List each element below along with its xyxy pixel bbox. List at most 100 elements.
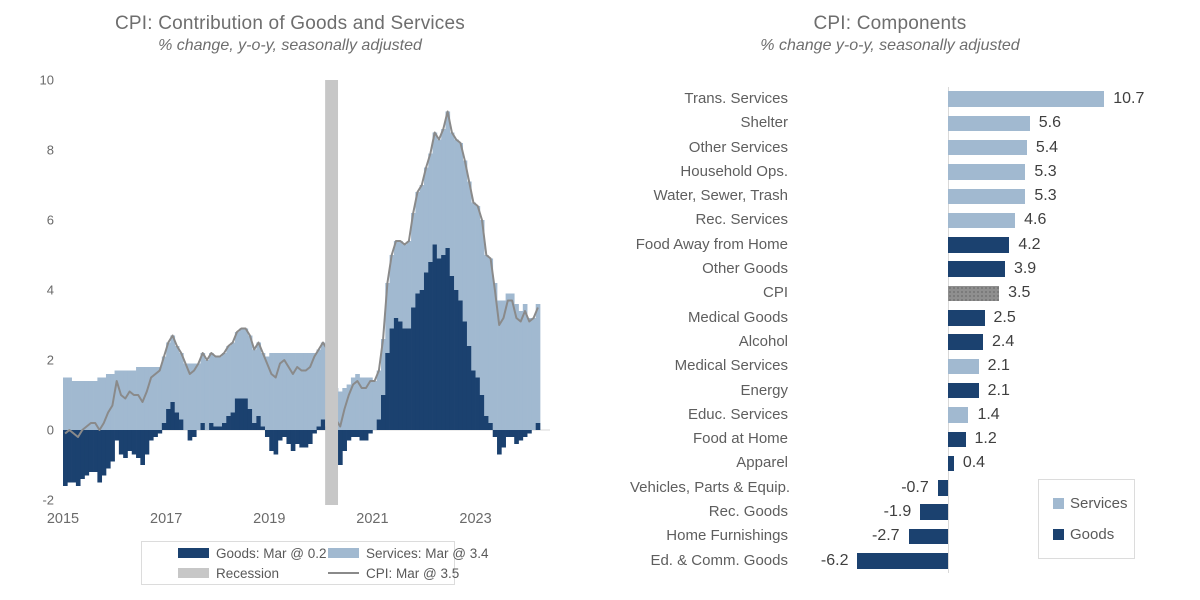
legend-label: Recession bbox=[216, 565, 280, 581]
category-label: Shelter bbox=[740, 114, 788, 132]
y-tick-label: 6 bbox=[47, 213, 54, 228]
bar-row: Rec. Services 4.6 bbox=[630, 208, 1190, 232]
goods-column bbox=[419, 290, 425, 430]
legend-label: Goods bbox=[1070, 526, 1115, 543]
goods-column bbox=[299, 430, 304, 448]
value-label: 3.9 bbox=[1013, 260, 1037, 278]
goods-column bbox=[247, 409, 253, 430]
category-label: Alcohol bbox=[738, 332, 788, 350]
services-column bbox=[454, 139, 459, 290]
services-column bbox=[484, 255, 489, 416]
services-bar bbox=[948, 91, 1105, 107]
goods-column bbox=[368, 430, 373, 434]
goods-bar bbox=[948, 237, 1010, 253]
bar-row: Medical Goods 2.5 bbox=[630, 306, 1190, 330]
services-column bbox=[269, 353, 274, 430]
goods-column bbox=[144, 430, 150, 455]
services-column bbox=[432, 132, 438, 245]
x-tick-label: 2021 bbox=[356, 511, 388, 527]
goods-column bbox=[131, 430, 137, 455]
goods-column bbox=[101, 430, 107, 476]
legend-item: Services: Mar @ 3.4 bbox=[328, 546, 489, 561]
goods-column bbox=[303, 430, 309, 448]
services-column bbox=[312, 353, 317, 430]
goods-column bbox=[286, 430, 292, 444]
value-label: 10.7 bbox=[1113, 90, 1145, 107]
services-column bbox=[501, 300, 506, 430]
services-bar bbox=[948, 358, 979, 375]
value-label: 1.4 bbox=[977, 405, 1000, 423]
services-column bbox=[527, 318, 532, 430]
services-column bbox=[166, 342, 171, 409]
goods-column bbox=[505, 430, 511, 437]
legend-label: Services: Mar @ 3.4 bbox=[366, 545, 489, 561]
services-column bbox=[307, 353, 313, 430]
goods-column bbox=[252, 423, 257, 430]
services-column bbox=[226, 346, 231, 416]
services-column bbox=[277, 353, 283, 430]
services-column bbox=[535, 304, 541, 423]
services-column bbox=[350, 377, 356, 430]
goods-column bbox=[484, 416, 489, 430]
goods-column bbox=[338, 430, 343, 465]
goods-column bbox=[264, 430, 270, 437]
bar-row: Apparel 0.4 bbox=[630, 451, 1190, 475]
services-column bbox=[88, 381, 94, 430]
category-label: Other Goods bbox=[702, 260, 788, 278]
bar-row: Educ. Services 1.4 bbox=[630, 403, 1190, 427]
services-column bbox=[127, 370, 133, 430]
goods-bar bbox=[948, 310, 985, 326]
bar-row: Water, Sewer, Trash 5.3 bbox=[630, 184, 1190, 208]
services-column bbox=[458, 143, 463, 301]
legend-label: CPI: Mar @ 3.5 bbox=[366, 565, 460, 581]
value-label: 2.1 bbox=[987, 357, 1010, 375]
x-tick-label: 2015 bbox=[47, 511, 79, 527]
category-label: Medical Services bbox=[674, 357, 788, 375]
services-column bbox=[131, 370, 137, 430]
goods-bar bbox=[948, 382, 979, 399]
goods-column bbox=[527, 430, 532, 434]
left-chart-subtitle: % change, y-o-y, seasonally adjusted bbox=[158, 37, 422, 54]
x-tick-label: 2017 bbox=[150, 511, 182, 527]
goods-column bbox=[466, 346, 472, 430]
zero-axis-line bbox=[948, 87, 949, 573]
goods-column bbox=[273, 430, 279, 455]
services-column bbox=[419, 185, 425, 290]
services-bar bbox=[948, 115, 1030, 132]
bar-row: Rec. Goods -1.9 bbox=[630, 500, 1190, 524]
services-bar bbox=[948, 164, 1026, 180]
goods-column bbox=[411, 307, 416, 430]
value-label: 5.3 bbox=[1034, 162, 1057, 180]
x-tick-label: 2019 bbox=[253, 511, 285, 527]
goods-column bbox=[136, 430, 141, 458]
goods-column bbox=[187, 430, 193, 441]
goods-column bbox=[161, 423, 167, 430]
goods-column bbox=[355, 430, 360, 437]
category-label: Vehicles, Parts & Equip. bbox=[630, 478, 791, 496]
goods-column bbox=[445, 248, 451, 430]
services-column bbox=[93, 381, 98, 430]
category-label: Trans. Services bbox=[684, 90, 788, 107]
goods-column bbox=[415, 293, 421, 430]
y-tick-label: -2 bbox=[42, 493, 54, 508]
bar-row: Energy 2.1 bbox=[630, 379, 1190, 403]
services-column bbox=[286, 353, 292, 430]
goods-column bbox=[389, 328, 395, 430]
services-column bbox=[471, 202, 476, 371]
services-column bbox=[522, 304, 528, 430]
services-column bbox=[222, 353, 227, 423]
value-label: -6.2 bbox=[820, 551, 849, 569]
services-column bbox=[187, 363, 193, 430]
value-label: 5.6 bbox=[1038, 114, 1061, 132]
value-label: 2.1 bbox=[987, 381, 1010, 399]
goods-column bbox=[436, 258, 442, 430]
services-column bbox=[234, 332, 240, 399]
value-label: 0.4 bbox=[962, 454, 986, 472]
goods-column bbox=[166, 409, 171, 430]
goods-column bbox=[80, 430, 85, 479]
category-label: Ed. & Comm. Goods bbox=[650, 551, 788, 569]
value-label: 3.5 bbox=[1008, 284, 1031, 302]
legend-item: Goods bbox=[1053, 526, 1134, 543]
goods-column bbox=[398, 321, 403, 430]
